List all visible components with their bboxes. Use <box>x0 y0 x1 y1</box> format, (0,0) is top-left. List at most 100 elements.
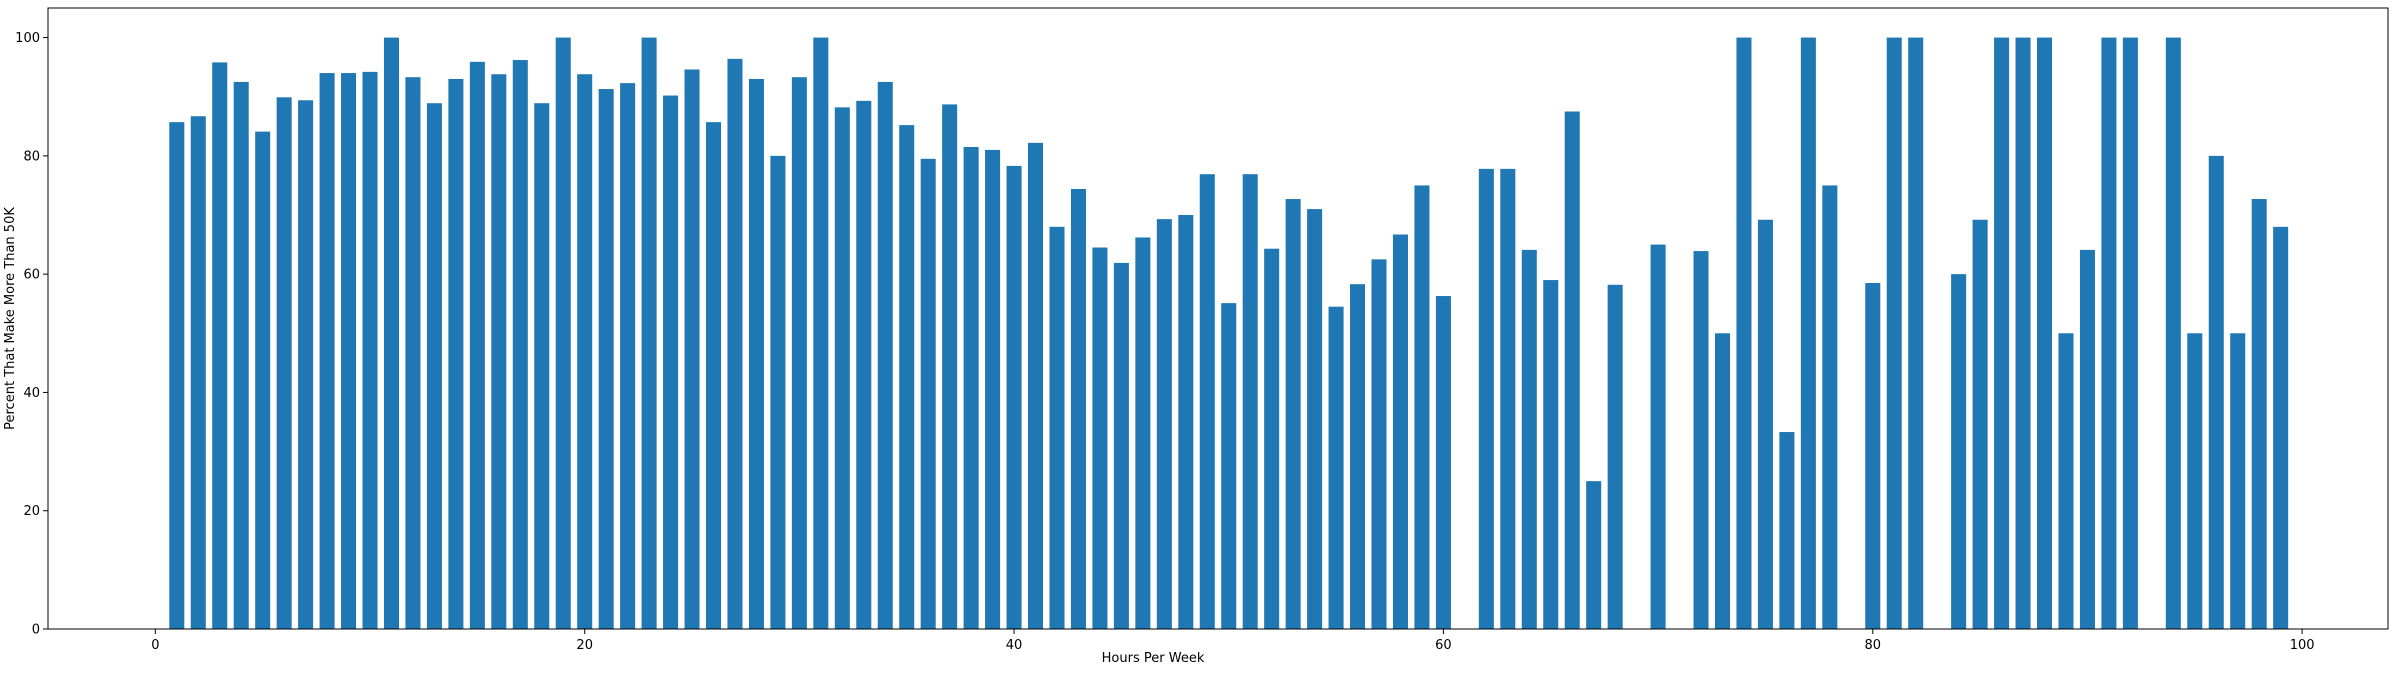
y-tick-label-100: 100 <box>15 31 40 46</box>
bar-12 <box>405 77 421 629</box>
bar-48 <box>1178 215 1194 629</box>
y-tick-label-0: 0 <box>32 623 40 638</box>
plot-frame <box>47 7 2389 630</box>
bar-89 <box>2058 333 2074 629</box>
bar-35 <box>899 125 915 630</box>
bar-97 <box>2230 333 2246 629</box>
bar-70 <box>1650 244 1666 630</box>
bar-95 <box>2187 333 2203 629</box>
bar-81 <box>1886 37 1902 630</box>
bar-68 <box>1607 284 1623 629</box>
bar-25 <box>684 69 700 630</box>
bar-74 <box>1736 37 1752 630</box>
bar-14 <box>448 78 464 629</box>
bar-85 <box>1972 219 1988 629</box>
bar-9 <box>341 73 357 630</box>
y-axis-label: Percent That Make More Than 50K <box>3 207 18 430</box>
bar-51 <box>1242 174 1258 630</box>
bar-41 <box>1028 142 1044 630</box>
bar-1 <box>169 122 185 629</box>
bar-22 <box>620 83 636 629</box>
bar-18 <box>534 103 550 630</box>
bar-88 <box>2037 37 2053 630</box>
bars-group <box>169 37 2289 630</box>
y-tick-label-20: 20 <box>23 504 40 519</box>
bar-6 <box>276 97 292 629</box>
bar-16 <box>491 74 507 630</box>
x-tick-label-100: 100 <box>2290 638 2315 653</box>
bar-37 <box>942 104 958 630</box>
bar-78 <box>1822 185 1838 629</box>
bar-2 <box>190 116 206 629</box>
bar-8 <box>319 73 335 630</box>
bar-63 <box>1500 168 1516 629</box>
x-axis-label: Hours Per Week <box>1102 651 1205 666</box>
bar-40 <box>1006 165 1022 629</box>
bar-72 <box>1693 251 1709 629</box>
bar-98 <box>2251 199 2267 629</box>
bar-62 <box>1478 168 1494 629</box>
bar-39 <box>985 149 1001 629</box>
bar-99 <box>2273 226 2289 630</box>
bar-43 <box>1070 188 1086 629</box>
bar-59 <box>1414 185 1430 629</box>
bar-96 <box>2208 155 2224 629</box>
bar-66 <box>1564 111 1580 629</box>
bar-4 <box>233 81 249 629</box>
bar-91 <box>2101 37 2117 630</box>
bar-3 <box>212 62 228 629</box>
bar-46 <box>1135 237 1151 629</box>
bar-24 <box>663 95 679 629</box>
bar-45 <box>1113 262 1129 629</box>
bar-11 <box>383 37 399 630</box>
bar-36 <box>920 158 936 630</box>
bar-13 <box>426 103 442 630</box>
y-tick-label-80: 80 <box>23 149 40 164</box>
bar-65 <box>1543 280 1559 629</box>
bar-67 <box>1586 481 1602 629</box>
bar-52 <box>1264 248 1280 629</box>
y-axis-ticks: 0 20 40 60 80 100 <box>15 31 48 638</box>
bar-31 <box>813 37 829 630</box>
bar-90 <box>2079 249 2095 629</box>
bar-44 <box>1092 247 1108 629</box>
bar-23 <box>641 37 657 630</box>
bar-27 <box>727 58 743 630</box>
bar-54 <box>1307 209 1323 630</box>
bar-10 <box>362 71 378 630</box>
bar-82 <box>1908 37 1924 630</box>
bar-64 <box>1521 249 1537 629</box>
bar-84 <box>1951 274 1967 629</box>
bar-29 <box>770 155 786 629</box>
bar-75 <box>1757 219 1773 629</box>
x-tick-label-60: 60 <box>1435 638 1452 653</box>
bar-53 <box>1285 199 1301 629</box>
bar-55 <box>1328 306 1344 629</box>
bar-33 <box>856 100 872 629</box>
bar-42 <box>1049 226 1065 630</box>
x-tick-label-0: 0 <box>151 638 159 653</box>
bar-17 <box>512 60 528 629</box>
bar-76 <box>1779 432 1795 629</box>
bar-86 <box>1994 37 2010 630</box>
bar-32 <box>834 107 850 630</box>
bar-56 <box>1350 284 1366 629</box>
bar-47 <box>1156 219 1172 629</box>
bar-30 <box>791 77 807 629</box>
bar-73 <box>1714 333 1731 629</box>
bar-38 <box>963 146 979 629</box>
bar-57 <box>1371 259 1387 629</box>
x-tick-label-20: 20 <box>576 638 593 653</box>
bar-58 <box>1392 234 1408 629</box>
bar-7 <box>298 100 314 629</box>
x-axis-ticks: 0 20 40 60 80 100 <box>151 629 2315 653</box>
y-tick-label-60: 60 <box>23 268 40 283</box>
x-tick-label-80: 80 <box>1864 638 1881 653</box>
y-tick-label-40: 40 <box>23 386 40 401</box>
bar-60 <box>1435 296 1451 629</box>
bar-34 <box>877 81 893 629</box>
bar-19 <box>555 37 571 630</box>
bar-77 <box>1800 37 1816 630</box>
bar-26 <box>705 122 722 629</box>
